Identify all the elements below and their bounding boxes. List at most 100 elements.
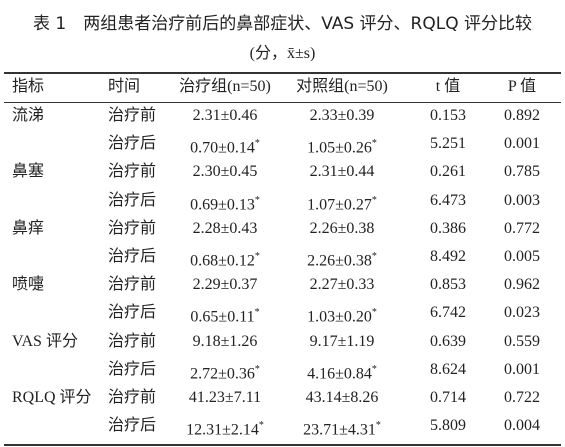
- indicator: 鼻塞: [12, 163, 45, 181]
- p-value: 0.023: [504, 304, 540, 322]
- significance-mark: *: [371, 138, 377, 150]
- control-cell: 2.31±0.44: [272, 162, 412, 182]
- t-value: 0.261: [430, 163, 466, 181]
- cell-text: 0.65±0.11: [190, 308, 255, 326]
- control-cell: 2.27±0.33: [272, 275, 412, 295]
- cell-text: 0.68±0.12: [190, 252, 255, 270]
- cell-text: 2.33±0.39: [309, 107, 375, 124]
- column-header: 指标: [12, 78, 45, 95]
- cell-text: 0.69±0.13: [190, 195, 255, 213]
- significance-mark: *: [254, 138, 260, 150]
- cell-text: 2.31±0.46: [192, 107, 258, 124]
- cell-text: 1.03±0.20: [307, 308, 372, 326]
- control-cell: 2.33±0.39: [272, 106, 412, 126]
- t-value: 6.742: [430, 304, 466, 322]
- cell-text: 12.31±2.14: [186, 421, 259, 439]
- treatment-cell: 41.23±7.11: [155, 388, 295, 408]
- t-value: 0.153: [430, 107, 466, 124]
- time: 治疗前: [108, 107, 157, 124]
- control-cell: 2.26±0.38*: [272, 247, 412, 271]
- treatment-cell: 2.72±0.36*: [155, 360, 295, 384]
- treatment-cell: 0.70±0.14*: [155, 134, 295, 158]
- cell-text: 1.07±0.27: [307, 195, 372, 213]
- cell-text: 2.27±0.33: [309, 276, 375, 294]
- control-cell: 1.03±0.20*: [272, 303, 412, 327]
- significance-mark: *: [254, 194, 260, 206]
- significance-mark: *: [258, 420, 264, 432]
- cell-text: 2.31±0.44: [309, 163, 375, 181]
- time: 治疗后: [108, 417, 157, 435]
- cell-text: 2.28±0.43: [192, 219, 258, 237]
- cell-text: 23.71±4.31: [303, 421, 376, 439]
- significance-mark: *: [254, 363, 260, 375]
- cell-text: 41.23±7.11: [188, 389, 262, 406]
- control-cell: 2.26±0.38: [272, 219, 412, 239]
- treatment-cell: 0.68±0.12*: [155, 247, 295, 271]
- bottom-rule: [4, 444, 561, 446]
- control-cell: 4.16±0.84*: [272, 360, 412, 384]
- column-header: P 值: [507, 78, 537, 95]
- t-value: 5.809: [430, 417, 466, 435]
- control-cell: 9.17±1.19: [272, 332, 412, 352]
- t-value: 6.473: [430, 191, 466, 209]
- t-value: 0.714: [430, 389, 466, 406]
- indicator: 流涕: [12, 107, 45, 124]
- t-value: 8.492: [430, 248, 466, 265]
- cell-text: 2.26±0.38: [309, 219, 375, 237]
- column-header: 对照组(n=50): [296, 78, 388, 95]
- p-value: 0.892: [504, 107, 540, 124]
- treatment-cell: 12.31±2.14*: [155, 416, 295, 440]
- indicator: VAS 评分: [12, 332, 78, 350]
- significance-mark: *: [371, 307, 377, 319]
- p-value: 0.004: [504, 417, 540, 435]
- indicator: 喷嚏: [12, 276, 45, 294]
- t-value: 5.251: [430, 135, 466, 153]
- treatment-cell: 2.31±0.46: [155, 106, 295, 126]
- cell-text: 1.05±0.26: [307, 139, 372, 157]
- cell-text: 2.72±0.36: [190, 365, 255, 383]
- column-header: 治疗组(n=50): [179, 78, 271, 95]
- significance-mark: *: [254, 251, 260, 262]
- significance-mark: *: [254, 307, 260, 319]
- time: 治疗前: [108, 389, 157, 406]
- indicator: RQLQ 评分: [12, 389, 92, 406]
- column-header: t 值: [435, 78, 461, 95]
- time: 治疗前: [108, 219, 157, 237]
- significance-mark: *: [375, 420, 381, 432]
- time: 治疗前: [108, 163, 157, 181]
- time: 治疗后: [108, 248, 157, 265]
- treatment-cell: 0.65±0.11*: [155, 303, 295, 327]
- t-value: 0.853: [430, 276, 466, 294]
- control-cell: 1.05±0.26*: [272, 134, 412, 158]
- title: 表 1 两组患者治疗前后的鼻部症状、VAS 评分、RQLQ 评分比较: [32, 14, 533, 34]
- cell-text: 2.30±0.45: [192, 163, 258, 181]
- p-value: 0.001: [504, 360, 540, 378]
- control-cell: 23.71±4.31*: [272, 416, 412, 440]
- p-value: 0.005: [504, 248, 540, 265]
- column-header: 时间: [108, 78, 141, 95]
- time: 治疗后: [108, 360, 157, 378]
- cell-text: 2.29±0.37: [192, 276, 258, 294]
- cell-text: 9.18±1.26: [192, 332, 258, 350]
- time: 治疗后: [108, 135, 157, 153]
- cell-text: 43.14±8.26: [305, 389, 379, 406]
- cell-text: 0.70±0.14: [190, 139, 255, 157]
- significance-mark: *: [371, 363, 377, 375]
- time: 治疗前: [108, 332, 157, 350]
- treatment-cell: 9.18±1.26: [155, 332, 295, 352]
- significance-mark: *: [371, 251, 377, 262]
- treatment-cell: 2.30±0.45: [155, 162, 295, 182]
- treatment-cell: 0.69±0.13*: [155, 191, 295, 215]
- significance-mark: *: [371, 194, 377, 206]
- time: 治疗后: [108, 304, 157, 322]
- t-value: 8.624: [430, 360, 466, 378]
- t-value: 0.639: [430, 332, 466, 350]
- p-value: 0.772: [504, 219, 540, 237]
- subtitle: (分，x̄±s): [249, 45, 316, 62]
- p-value: 0.003: [504, 191, 540, 209]
- p-value: 0.785: [504, 163, 540, 181]
- p-value: 0.001: [504, 135, 540, 153]
- time: 治疗后: [108, 191, 157, 209]
- control-cell: 1.07±0.27*: [272, 191, 412, 215]
